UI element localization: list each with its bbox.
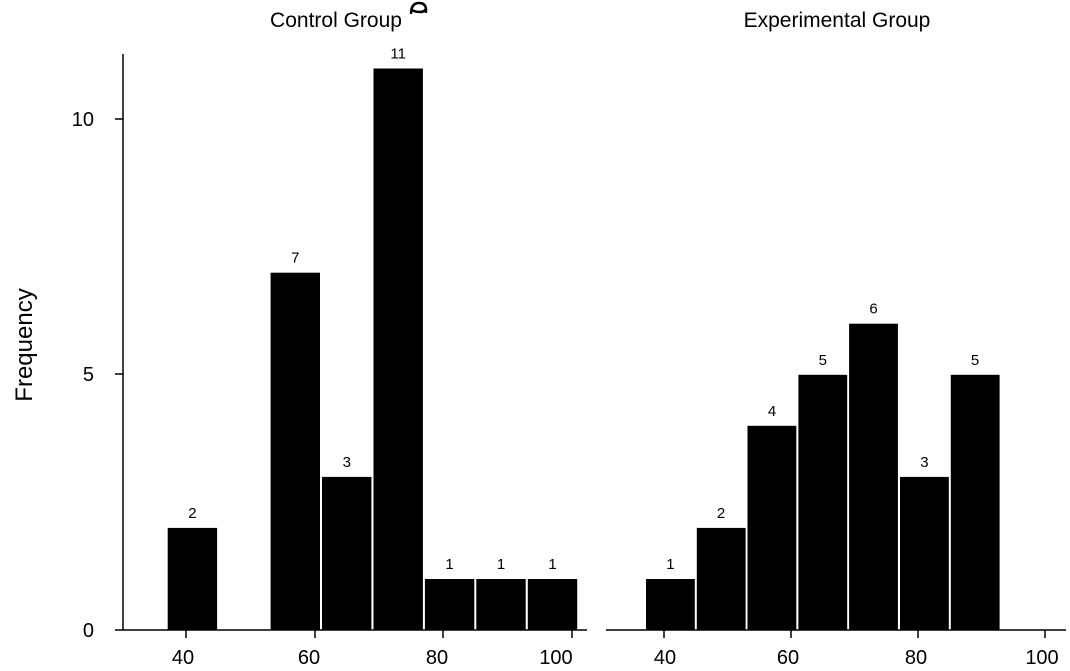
experimental-group-bars: 1 2 4 5 6 3 5 xyxy=(646,301,1000,631)
experimental-group-panel: Experimental Group 40 60 80 100 1 2 4 5 6 3 5 xyxy=(606,9,1066,669)
y-axis-left: 0 5 10 xyxy=(72,54,124,642)
x-tick-label: 100 xyxy=(1025,647,1058,669)
bar-value-label: 7 xyxy=(291,250,299,267)
bar-value-label: 2 xyxy=(188,505,196,522)
histogram-bar xyxy=(527,579,578,630)
bar-value-label: 3 xyxy=(343,454,351,471)
bar-value-label: 11 xyxy=(390,46,406,63)
histogram-bar xyxy=(900,476,949,630)
bar-value-label: 2 xyxy=(717,505,725,522)
bar-value-label: 5 xyxy=(819,352,827,369)
histogram-bar xyxy=(849,323,898,630)
bar-value-label: 6 xyxy=(869,301,877,318)
histogram-bar xyxy=(476,579,526,630)
x-tick-label: 60 xyxy=(298,647,320,669)
histogram-bar xyxy=(798,374,848,631)
bar-value-label: 1 xyxy=(445,556,453,573)
bar-value-label: 1 xyxy=(666,556,674,573)
control-group-title: Control Group xyxy=(270,9,402,32)
y-tick-label: 10 xyxy=(72,109,94,131)
histogram-bar xyxy=(424,579,475,630)
x-axis-left: 40 60 80 100 xyxy=(123,629,587,669)
y-tick-label: 0 xyxy=(83,620,94,642)
histogram-bar xyxy=(696,527,746,630)
x-axis-right: 40 60 80 100 xyxy=(606,629,1066,669)
histogram-bar xyxy=(950,374,1000,631)
histogram-bar xyxy=(373,68,423,630)
bar-value-label: 1 xyxy=(497,556,505,573)
histogram-bar xyxy=(646,579,695,630)
bar-value-label: 3 xyxy=(920,454,928,471)
experimental-group-title: Experimental Group xyxy=(744,9,931,32)
histogram-bar xyxy=(322,476,372,630)
y-axis-title: Frequency xyxy=(11,288,38,401)
x-tick-label: 80 xyxy=(905,647,927,669)
bar-value-label: 4 xyxy=(768,403,776,420)
y-tick-label: 5 xyxy=(83,364,94,386)
x-tick-label: 80 xyxy=(426,647,448,669)
x-tick-label: 60 xyxy=(777,647,799,669)
x-tick-label: 40 xyxy=(172,647,194,669)
cropped-title-fragment xyxy=(409,1,428,15)
histogram-bar xyxy=(167,527,218,630)
x-tick-label: 40 xyxy=(654,647,676,669)
histogram-bar xyxy=(747,425,797,630)
control-group-panel: Control Group 0 5 10 40 60 80 100 273111… xyxy=(72,9,587,669)
bar-value-label: 5 xyxy=(971,352,979,369)
x-tick-label: 100 xyxy=(539,647,572,669)
histogram-bar xyxy=(270,272,320,630)
bar-value-label: 1 xyxy=(548,556,556,573)
